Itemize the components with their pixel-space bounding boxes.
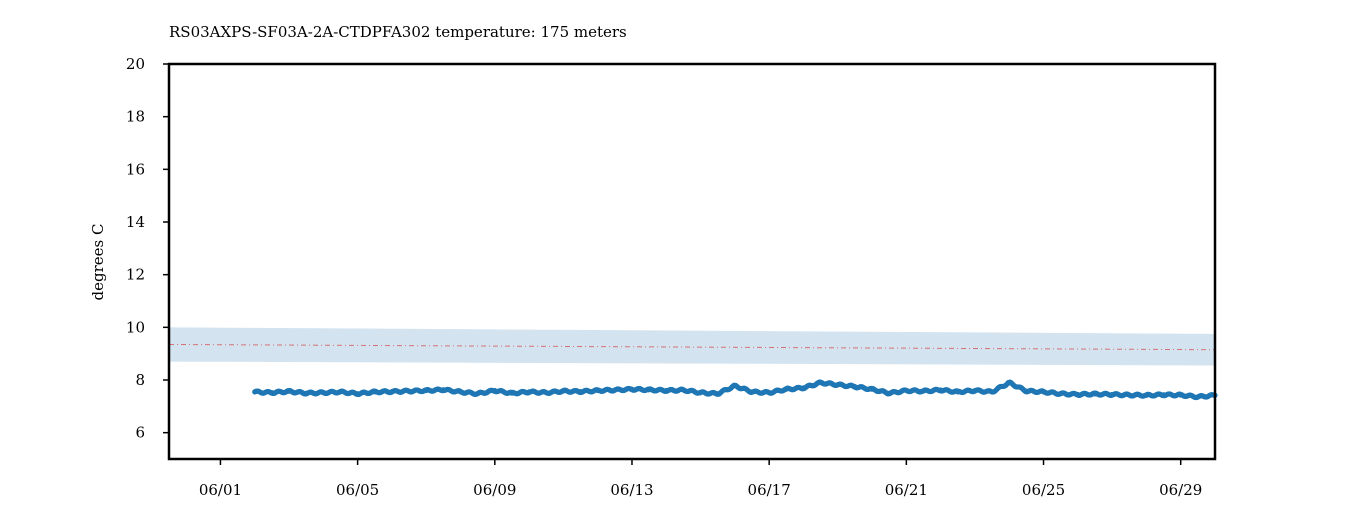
x-tick-label: 06/09 (473, 481, 516, 499)
climatology-band (168, 327, 1216, 366)
y-tick-label: 14 (126, 213, 145, 231)
chart-title: RS03AXPS-SF03A-2A-CTDPFA302 temperature:… (169, 23, 627, 41)
y-tick-label: 10 (126, 318, 145, 336)
climatology-range-band (169, 327, 1215, 366)
x-tick-label: 06/25 (1022, 481, 1065, 499)
y-tick-label: 6 (135, 424, 145, 442)
y-axis-label: degrees C (89, 224, 107, 301)
x-tick-label: 06/17 (748, 481, 791, 499)
y-tick-label: 16 (126, 160, 145, 178)
y-tick-label: 8 (135, 371, 145, 389)
y-axis-ticks: 6 8 10 12 14 16 18 20 (126, 55, 169, 442)
y-tick-label: 12 (126, 266, 145, 284)
x-axis-ticks: 06/01 06/05 06/09 06/13 06/17 06/21 06/25 06/29 (199, 459, 1202, 499)
plot-frame (167, 62, 1217, 461)
x-tick-label: 06/01 (199, 481, 242, 499)
x-tick-label: 06/29 (1159, 481, 1202, 499)
x-tick-label: 06/05 (336, 481, 379, 499)
x-tick-label: 06/21 (885, 481, 928, 499)
y-tick-label: 18 (126, 108, 145, 126)
temperature-points (252, 379, 1218, 401)
y-tick-label: 20 (126, 55, 145, 73)
x-tick-label: 06/13 (610, 481, 653, 499)
